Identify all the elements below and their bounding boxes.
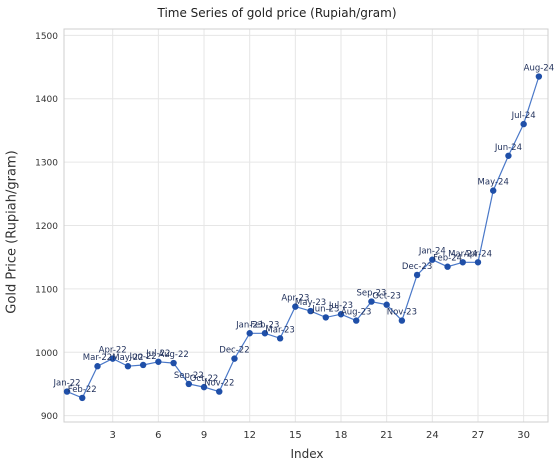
data-point <box>429 256 436 263</box>
data-point-label: Jun-22 <box>129 352 157 362</box>
y-ticks: 900 1000 1100 1200 1300 1400 1500 <box>35 32 58 422</box>
data-point-label: Sep-22 <box>174 371 204 381</box>
data-point <box>368 298 375 305</box>
data-point <box>490 187 497 194</box>
y-tick-label: 1200 <box>35 222 58 232</box>
data-point-label: Dec-22 <box>219 346 249 356</box>
data-point <box>535 73 543 80</box>
data-point <box>520 120 527 128</box>
data-point <box>155 358 162 365</box>
data-point <box>337 311 345 318</box>
x-tick-label: 27 <box>472 430 485 441</box>
data-point <box>139 361 147 369</box>
series-markers <box>63 73 543 402</box>
data-point <box>474 259 482 266</box>
data-point-label: Mar-22 <box>83 353 112 363</box>
y-tick-label: 1000 <box>35 349 58 359</box>
data-point <box>109 355 116 362</box>
data-point-label: May-23 <box>295 298 326 308</box>
x-tick-label: 21 <box>380 430 393 441</box>
data-point <box>444 263 451 270</box>
data-point-label: Apr-22 <box>99 346 127 356</box>
data-point <box>216 388 223 395</box>
data-point <box>322 314 329 321</box>
data-point-label: Aug-22 <box>158 350 188 360</box>
data-point-label: Jul-24 <box>511 111 536 121</box>
data-point <box>170 359 177 367</box>
x-axis-label: Index <box>290 447 324 461</box>
x-tick-label: 6 <box>155 430 161 441</box>
series-line <box>66 76 540 399</box>
x-tick-label: 9 <box>201 430 207 441</box>
data-point <box>231 355 238 362</box>
data-point <box>353 317 360 324</box>
y-tick-label: 1300 <box>35 159 58 169</box>
data-point <box>63 388 71 395</box>
y-tick-label: 1100 <box>35 285 58 295</box>
data-point-label: May-22 <box>112 353 143 363</box>
data-point <box>276 335 284 342</box>
data-point-label: Oct-23 <box>372 292 401 302</box>
data-point <box>200 383 208 391</box>
data-point-label: Jul-23 <box>328 301 353 311</box>
data-point-label: Jul-22 <box>145 349 170 359</box>
data-point-label: Apr-23 <box>281 294 309 304</box>
x-ticks: 3 6 9 12 15 18 21 24 27 30 <box>110 430 530 441</box>
data-point-label: Aug-24 <box>524 64 554 74</box>
data-point <box>398 317 406 324</box>
data-point-label: Jan-23 <box>235 320 263 330</box>
x-tick-label: 24 <box>426 430 439 441</box>
data-point-label: Mar-23 <box>265 325 294 335</box>
y-tick-label: 1500 <box>35 32 58 42</box>
x-tick-label: 30 <box>517 430 530 441</box>
data-point <box>383 301 390 308</box>
data-point-label: Aug-23 <box>341 308 371 318</box>
data-point-label: Feb-22 <box>68 385 97 395</box>
data-point-label: Jun-24 <box>494 143 522 153</box>
chart-title: Time Series of gold price (Rupiah/gram) <box>157 6 397 20</box>
x-tick-label: 15 <box>289 430 302 441</box>
data-point-label: Feb-24 <box>433 254 462 264</box>
data-point <box>246 330 253 337</box>
data-point-label: Apr-24 <box>464 249 492 259</box>
data-point <box>307 307 314 315</box>
data-point-label: Dec-23 <box>402 262 432 272</box>
data-point <box>292 303 299 310</box>
data-point-label: Oct-22 <box>190 374 219 384</box>
plot-frame <box>63 28 549 423</box>
y-tick-label: 900 <box>41 412 58 422</box>
data-point <box>261 330 269 337</box>
data-point-label: Feb-23 <box>250 320 279 330</box>
data-point <box>505 152 512 159</box>
data-point-label: Nov-22 <box>204 379 234 389</box>
x-tick-label: 18 <box>335 430 348 441</box>
data-point <box>413 271 421 279</box>
data-point-label: Nov-23 <box>387 308 417 318</box>
data-point <box>124 363 132 370</box>
data-point <box>94 363 101 370</box>
data-point-label: Sep-23 <box>356 289 386 299</box>
data-point <box>185 380 193 388</box>
x-tick-label: 12 <box>243 430 256 441</box>
point-labels: Jan-22Feb-22Mar-22Apr-22May-22Jun-22Jul-… <box>53 64 554 395</box>
x-tick-label: 3 <box>110 430 116 441</box>
data-point-label: May-24 <box>478 178 509 188</box>
data-point-label: Jan-24 <box>418 247 446 257</box>
data-point <box>79 394 86 402</box>
data-point-label: Mar-24 <box>448 249 477 259</box>
data-point <box>459 259 466 266</box>
data-point-label: Jan-22 <box>53 379 81 389</box>
y-tick-label: 1400 <box>35 95 58 105</box>
data-point-label: Jun-23 <box>311 304 339 314</box>
